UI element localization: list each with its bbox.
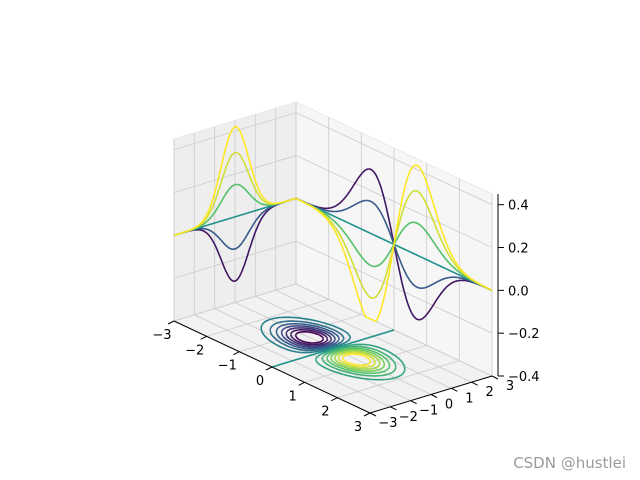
z-tick-label: −0.2 [508, 327, 540, 342]
x-tick-mark [363, 412, 371, 417]
x-tick-label: −1 [218, 359, 237, 374]
floor-contour-line [294, 331, 325, 344]
floor-contour-line [326, 347, 391, 375]
x-tick-mark [265, 366, 273, 371]
x-tick-mark [200, 335, 207, 340]
floor-contour-line [337, 351, 376, 368]
watermark: CSDN @hustlei [513, 454, 626, 472]
x-tick-label: 2 [321, 405, 329, 420]
x-tick-label: 3 [354, 420, 362, 435]
z-tick-label: 0.4 [508, 199, 529, 214]
y-tick-mark [390, 406, 397, 411]
back-wall-contour-line [173, 125, 297, 237]
contour-lines [173, 125, 493, 381]
x-tick-mark [298, 381, 305, 386]
y-tick-label: 1 [465, 391, 473, 406]
y-tick-mark [369, 412, 377, 417]
floor-contour-line [275, 322, 340, 350]
x-tick-label: 0 [256, 374, 264, 389]
floor-contour-line [290, 329, 329, 346]
z-tick-label: 0.2 [508, 242, 529, 257]
z-tick-label: −0.4 [508, 370, 540, 385]
grid-line [173, 240, 297, 279]
floor-contour-line [315, 343, 406, 381]
grid-line [173, 283, 297, 322]
side-wall-contour-line [295, 164, 493, 323]
grid-line [295, 240, 493, 334]
floor-contour-line [321, 345, 397, 377]
y-tick-mark [471, 381, 478, 386]
y-tick-mark [491, 375, 499, 380]
y-tick-label: 3 [506, 379, 514, 394]
x-tick-mark [331, 397, 338, 402]
floor-contour-line [260, 316, 351, 354]
floor-contour-line [333, 350, 381, 370]
x-tick-label: −2 [185, 343, 204, 358]
grid-line [173, 155, 297, 193]
y-tick-label: 0 [445, 398, 453, 413]
z-tick-label: 0.0 [508, 284, 529, 299]
y-tick-mark [430, 394, 438, 398]
x-tick-label: 1 [289, 389, 297, 404]
y-tick-mark [451, 387, 458, 392]
floor-contour-line [280, 325, 336, 349]
y-tick-label: −3 [378, 416, 397, 431]
y-tick-label: −2 [399, 410, 418, 425]
grid-line [295, 112, 493, 206]
x-tick-mark [233, 351, 240, 356]
y-tick-mark [410, 400, 417, 405]
y-tick-label: −1 [419, 404, 438, 419]
grid-line [295, 155, 493, 248]
x-tick-mark [167, 320, 175, 325]
grid-line [173, 112, 297, 151]
floor-contour-line [330, 348, 386, 372]
axis-lines [167, 194, 504, 417]
y-tick-label: 2 [486, 385, 494, 400]
floor-contour-line [285, 327, 333, 347]
floor-contour-line [341, 353, 372, 366]
x-tick-label: −3 [152, 328, 171, 343]
floor-contour-line [269, 320, 345, 352]
